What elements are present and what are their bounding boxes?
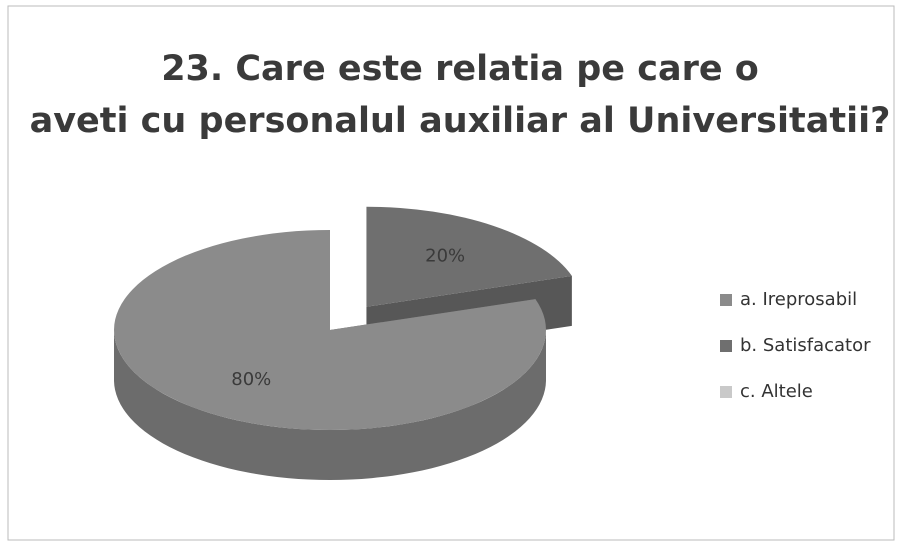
legend-swatch (720, 386, 732, 398)
legend-label: a. Ireprosabil (740, 289, 857, 310)
legend-label: b. Satisfacator (740, 335, 871, 356)
data-label: 20% (425, 246, 465, 267)
legend-swatch (720, 340, 732, 352)
data-label: 80% (231, 369, 271, 390)
chart-title: 23. Care este relatia pe care o aveti cu … (30, 49, 891, 141)
pie-slice (114, 230, 547, 430)
legend-swatch (720, 294, 732, 306)
slice-wall (114, 330, 546, 480)
legend-label: c. Altele (740, 381, 813, 402)
pie-slice (366, 206, 572, 307)
